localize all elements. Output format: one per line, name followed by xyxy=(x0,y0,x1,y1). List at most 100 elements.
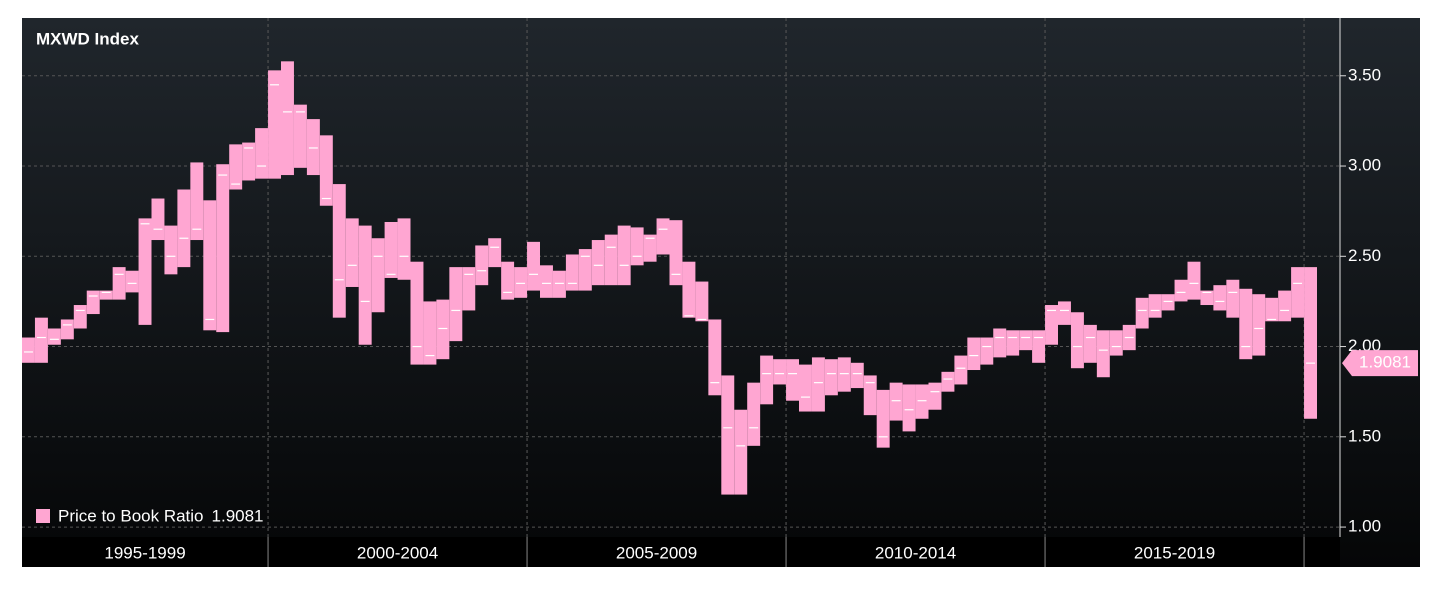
x-tick-label: 1995-1999 xyxy=(104,543,185,562)
range-bar xyxy=(863,375,877,416)
range-bar xyxy=(617,225,631,286)
legend: Price to Book Ratio 1.9081 xyxy=(36,506,264,525)
range-bar xyxy=(1174,279,1188,302)
range-bar xyxy=(22,337,35,363)
x-tick-label: 2005-2009 xyxy=(616,543,697,562)
y-tick-label: 3.50 xyxy=(1348,65,1381,84)
range-bar xyxy=(1200,290,1214,306)
range-bar xyxy=(242,142,256,181)
range-bar xyxy=(47,328,61,345)
range-bar xyxy=(1278,290,1292,322)
range-bar xyxy=(60,319,74,340)
range-bar xyxy=(773,359,787,385)
range-bar xyxy=(138,218,152,325)
range-bar xyxy=(527,241,540,291)
range-bar xyxy=(177,189,191,268)
range-bar xyxy=(1239,288,1253,360)
range-bar xyxy=(837,357,851,392)
range-bar xyxy=(993,328,1007,358)
range-bar xyxy=(889,382,903,421)
range-bar xyxy=(255,128,269,179)
range-bar xyxy=(695,281,709,322)
x-tick-label: 2000-2004 xyxy=(357,543,438,562)
last-value-tag xyxy=(1342,350,1418,377)
range-bar xyxy=(449,267,463,342)
range-bar xyxy=(630,227,644,266)
range-bar xyxy=(928,382,942,410)
range-bar xyxy=(203,200,217,331)
range-bar xyxy=(423,301,437,365)
range-bar xyxy=(306,119,320,176)
range-bar xyxy=(371,238,385,313)
range-bar xyxy=(1226,279,1240,318)
range-bar xyxy=(954,355,968,385)
range-bar xyxy=(99,290,113,300)
y-tick-label: 1.00 xyxy=(1348,517,1381,536)
range-bar xyxy=(1148,294,1162,318)
range-bar xyxy=(397,218,411,280)
range-bar xyxy=(319,135,333,206)
range-bar xyxy=(1187,261,1201,300)
y-tick-label: 2.50 xyxy=(1348,246,1381,265)
range-bar xyxy=(578,249,592,291)
range-bar xyxy=(268,70,281,179)
range-bar xyxy=(1096,330,1110,378)
range-bar xyxy=(967,337,981,371)
range-bar xyxy=(799,364,812,412)
range-bar xyxy=(112,267,126,300)
range-bar xyxy=(915,384,929,419)
range-bar xyxy=(1045,305,1058,345)
range-bar xyxy=(786,359,799,401)
range-bar xyxy=(760,355,774,405)
range-bar xyxy=(1083,324,1097,363)
range-bar xyxy=(229,144,243,190)
range-bar xyxy=(1265,297,1279,322)
range-bar xyxy=(86,290,100,315)
legend-label: Price to Book Ratio xyxy=(58,506,204,525)
range-bar xyxy=(475,245,489,286)
range-bar xyxy=(462,267,476,311)
range-bar xyxy=(1032,330,1046,363)
range-bar xyxy=(436,299,450,360)
last-value-label: 1.9081 xyxy=(1359,353,1411,372)
range-bar xyxy=(281,61,294,176)
range-bar xyxy=(552,270,566,298)
range-bar xyxy=(73,305,87,329)
range-bar xyxy=(1109,330,1123,356)
range-bar xyxy=(345,218,359,287)
range-bar xyxy=(682,261,696,318)
range-bar xyxy=(604,234,618,286)
range-bar xyxy=(565,254,579,291)
range-bar xyxy=(1161,294,1175,311)
range-bar xyxy=(34,317,48,363)
range-bar xyxy=(514,267,528,298)
range-bar xyxy=(669,220,683,286)
x-axis-band xyxy=(22,537,1340,567)
range-bar xyxy=(501,261,515,300)
legend-value: 1.9081 xyxy=(212,506,264,525)
range-bar xyxy=(1006,330,1020,356)
range-bar xyxy=(332,184,346,318)
range-bar xyxy=(125,270,139,293)
range-bar xyxy=(1058,301,1071,325)
range-bar xyxy=(656,218,670,255)
range-bar xyxy=(293,104,307,168)
range-bar xyxy=(811,357,825,412)
range-bar xyxy=(488,238,502,268)
range-bar xyxy=(1304,267,1317,419)
range-bar xyxy=(824,359,838,396)
range-bar xyxy=(850,362,864,389)
range-bar xyxy=(643,234,657,262)
range-bar xyxy=(721,375,735,495)
range-bar xyxy=(1252,294,1266,356)
range-bar xyxy=(980,337,994,365)
range-bar xyxy=(190,162,204,241)
range-bar xyxy=(1070,312,1084,369)
legend-swatch xyxy=(36,509,50,523)
range-bar xyxy=(1291,267,1305,318)
range-bar xyxy=(902,384,916,432)
x-tick-label: 2015-2019 xyxy=(1134,543,1215,562)
range-bar xyxy=(708,319,722,396)
range-bar xyxy=(358,225,372,345)
